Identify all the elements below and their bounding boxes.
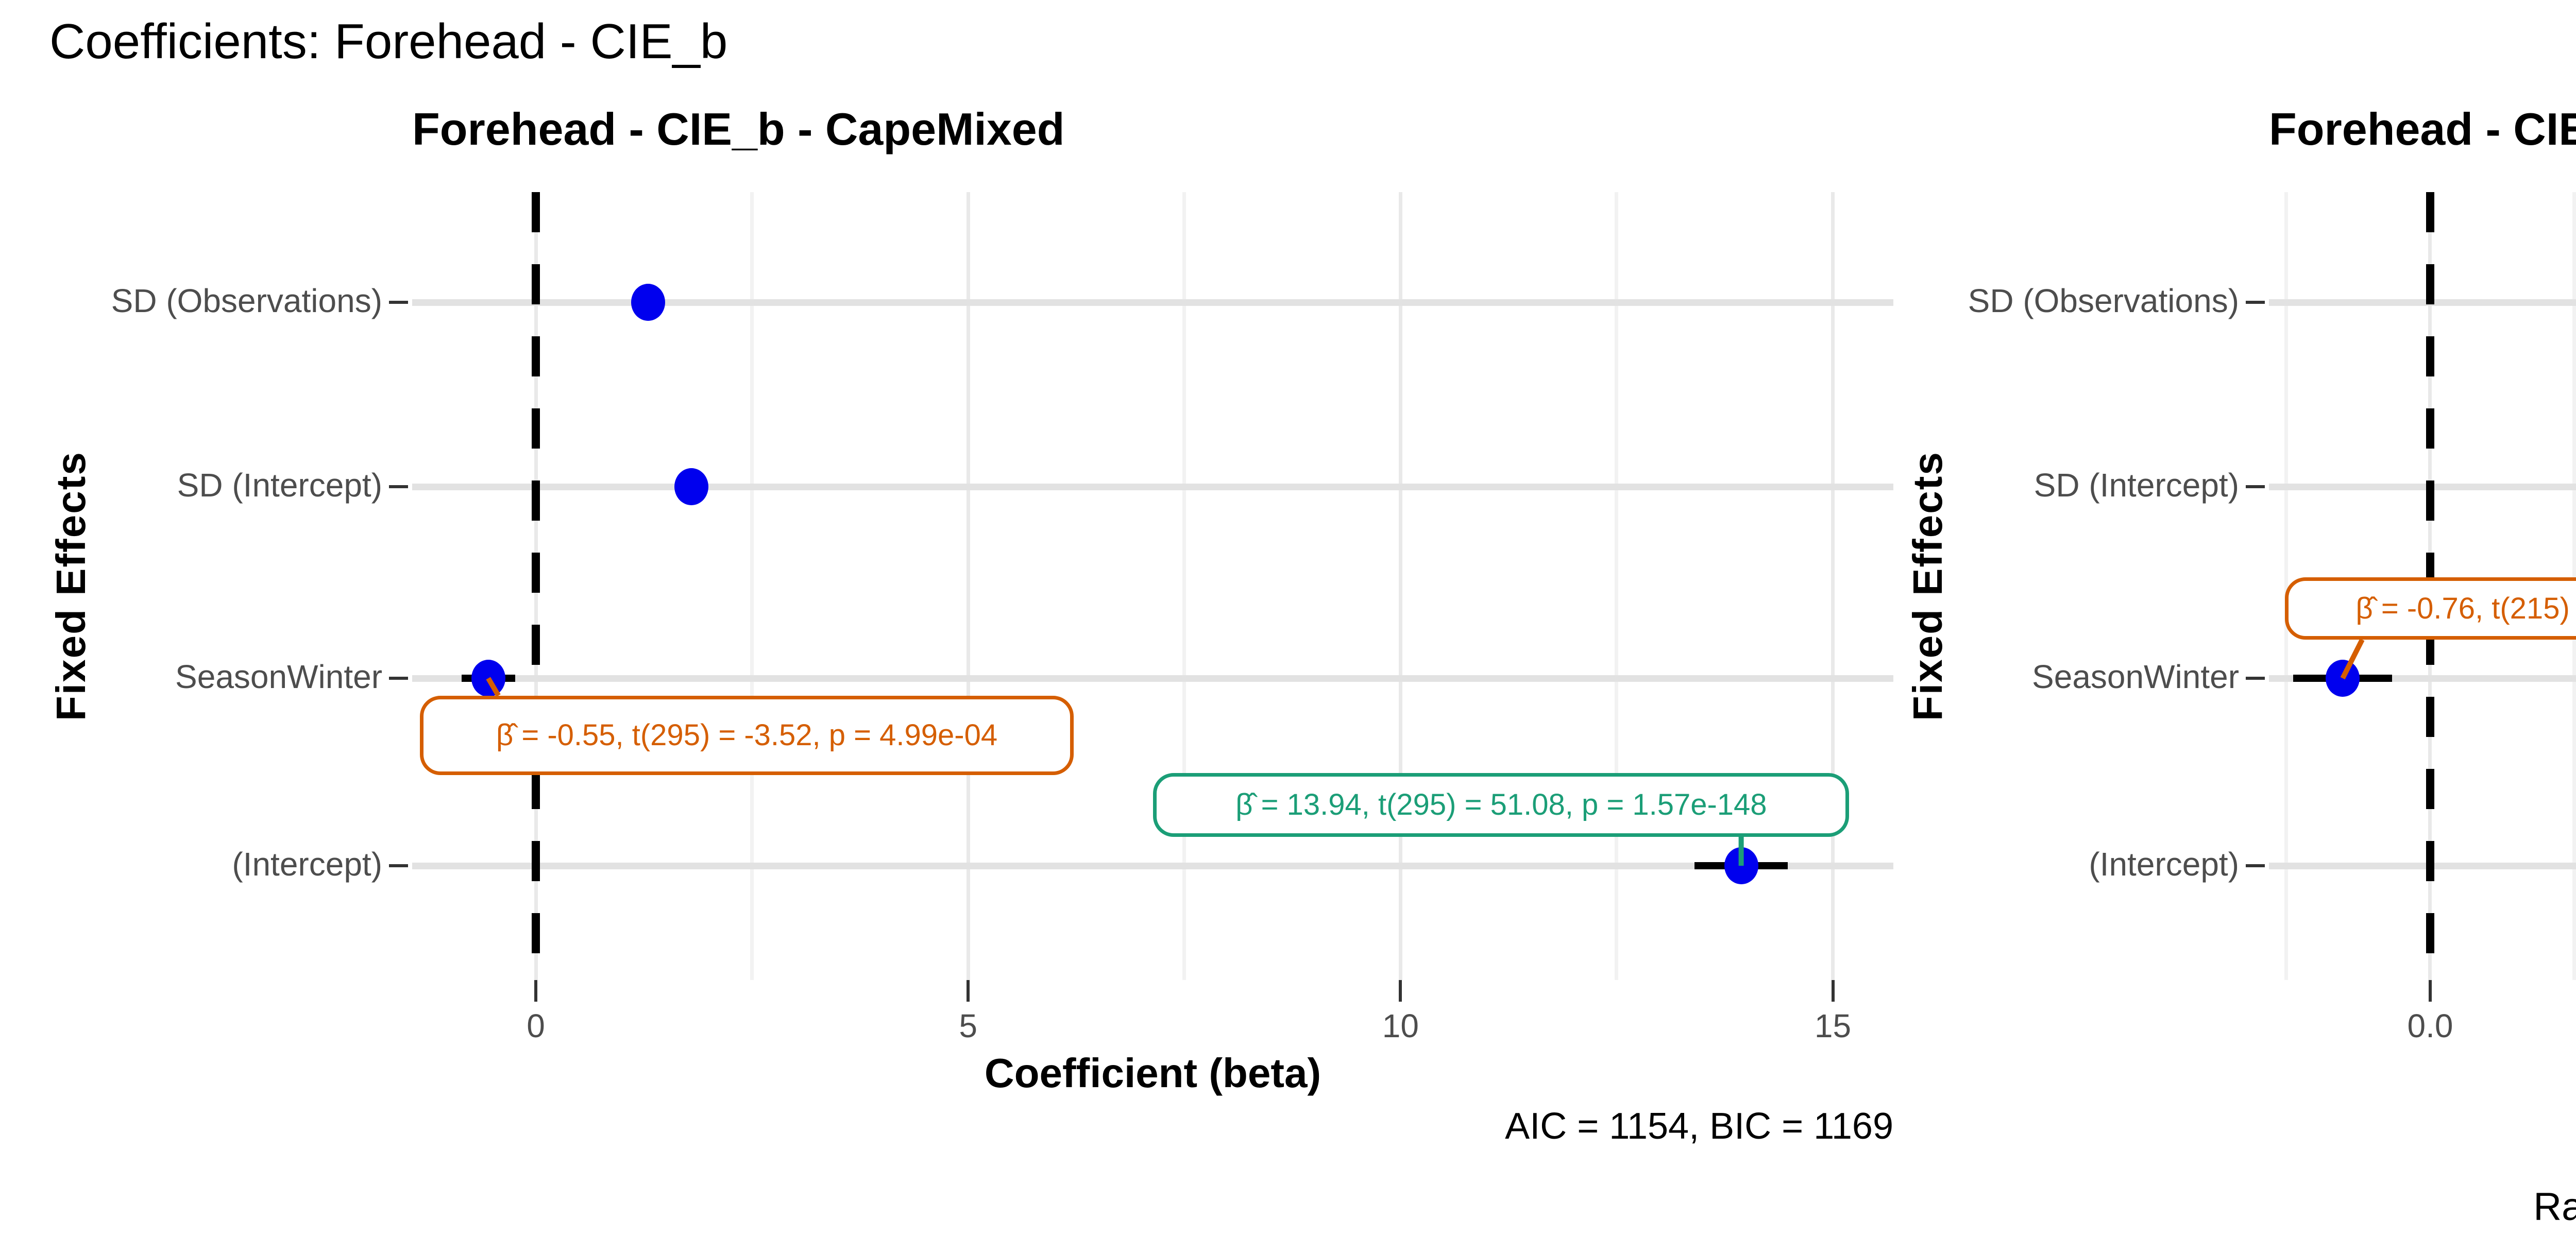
y-tick (389, 677, 408, 680)
x-axis-title: Coefficient (beta) (984, 1050, 1321, 1096)
gridline-x-minor (2284, 192, 2289, 980)
y-axis-title: Fixed Effects (48, 451, 94, 721)
y-tick-label: SD (Observations) (111, 282, 382, 320)
x-tick (1831, 980, 1835, 1002)
coefficient-point (471, 660, 505, 697)
y-tick (2246, 301, 2265, 304)
model-formula-caption: Random intercept model: value ~ Season +… (2533, 1185, 2576, 1229)
gridline-x-minor (1182, 192, 1187, 980)
panel-title: Forehead - CIE_b - Xhosa (2269, 104, 2576, 154)
x-tick (967, 980, 970, 1002)
error-bar (1694, 862, 1788, 870)
x-tick (1399, 980, 1402, 1002)
stat-label-box: β̂ = -0.55, t(295) = -3.52, p = 4.99e-04 (420, 695, 1074, 776)
aic-bic-caption: AIC = 1154, BIC = 1169 (1505, 1106, 1893, 1147)
gridline-y (2269, 675, 2576, 682)
y-tick-label: SD (Intercept) (177, 467, 382, 504)
gridline-x-minor (750, 192, 754, 980)
x-tick (534, 980, 537, 1002)
gridline-x-major (2428, 192, 2432, 980)
y-tick (2246, 864, 2265, 868)
gridline-y (412, 675, 1893, 682)
panel-title: Forehead - CIE_b - CapeMixed (412, 104, 1065, 154)
coefficient-point (2326, 660, 2360, 697)
callout-line (2340, 638, 2365, 680)
coefficient-point (631, 284, 666, 321)
y-tick-label: SD (Intercept) (2033, 467, 2239, 504)
x-tick-label: 0.0 (2407, 1007, 2453, 1044)
y-tick-label: (Intercept) (232, 846, 382, 883)
x-tick-label: 5 (959, 1007, 977, 1044)
y-tick-label: SD (Observations) (1968, 282, 2239, 320)
y-tick (389, 485, 408, 489)
coefficient-point (1724, 847, 1758, 885)
y-tick (389, 301, 408, 304)
gridline-x-minor (2572, 192, 2576, 980)
callout-line (486, 677, 501, 697)
figure-title: Coefficients: Forehead - CIE_b (49, 14, 728, 69)
zero-reference-line (532, 192, 540, 980)
gridline-y (2269, 299, 2576, 306)
gridline-x-minor (1615, 192, 1619, 980)
gridline-y (412, 483, 1893, 490)
gridline-x-major (1398, 192, 1402, 980)
stat-label-box: β̂ = 13.94, t(295) = 51.08, p = 1.57e-14… (1153, 772, 1850, 837)
x-tick (2428, 980, 2432, 1002)
gridline-y (412, 299, 1893, 306)
gridline-x-major (1831, 192, 1835, 980)
error-bar (2293, 675, 2393, 682)
coefficient-point (674, 468, 709, 506)
y-tick-label: (Intercept) (2089, 846, 2239, 883)
gridline-y (2269, 862, 2576, 869)
gridline-x-major (966, 192, 970, 980)
gridline-y (2269, 483, 2576, 490)
y-axis-title: Fixed Effects (1905, 451, 1951, 721)
x-tick-label: 10 (1382, 1007, 1419, 1044)
x-axis-title: Coefficient (beta) (2269, 1050, 2576, 1097)
y-tick (2246, 677, 2265, 680)
error-bar (461, 675, 515, 682)
y-tick-label: SeasonWinter (2032, 658, 2239, 695)
y-tick-label: SeasonWinter (175, 658, 382, 695)
aic-bic-caption: AIC = 905, BIC = 918 (2269, 1105, 2576, 1147)
y-tick (2246, 485, 2265, 489)
zero-reference-line (2426, 192, 2434, 980)
stat-label-box: β̂ = -0.76, t(215) = -3.45, p = 6.82e-04 (2285, 577, 2576, 640)
x-tick-label: 0 (527, 1007, 545, 1044)
y-tick (389, 864, 408, 868)
gridline-x-major (534, 192, 538, 980)
gridline-y (412, 862, 1893, 869)
x-tick-label: 15 (1814, 1007, 1852, 1044)
